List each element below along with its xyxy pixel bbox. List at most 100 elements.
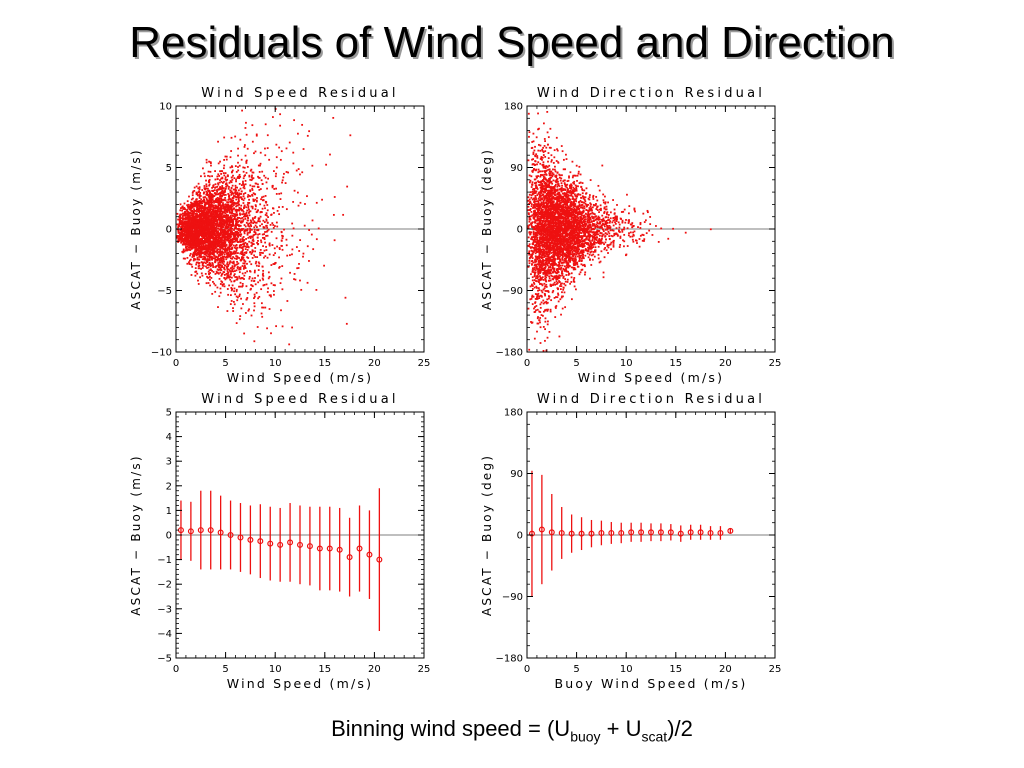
scatter-point — [229, 303, 232, 306]
scatter-point — [251, 205, 254, 208]
scatter-point — [242, 240, 245, 242]
scatter-point — [293, 119, 296, 122]
scatter-point — [200, 198, 203, 201]
scatter-point — [224, 230, 227, 232]
scatter-point — [218, 261, 221, 264]
scatter-point — [230, 276, 233, 279]
scatter-point — [208, 205, 211, 208]
scatter-point — [237, 266, 239, 268]
scatter-point — [216, 193, 219, 196]
scatter-point — [206, 218, 208, 221]
scatter-point — [202, 196, 205, 199]
scatter-point — [243, 332, 246, 335]
scatter-point — [231, 223, 234, 226]
scatter-point — [224, 189, 226, 192]
scatter-point — [216, 272, 218, 274]
scatter-point — [247, 205, 250, 208]
scatter-point — [241, 282, 244, 285]
scatter-point — [589, 202, 592, 205]
scatter-point — [189, 227, 192, 230]
scatter-point — [206, 248, 209, 251]
scatter-point — [239, 244, 242, 247]
scatter-point — [292, 227, 295, 230]
scatter-point — [245, 206, 248, 209]
scatter-point — [580, 263, 583, 266]
scatter-point — [239, 281, 242, 284]
scatter-point — [224, 256, 227, 259]
scatter-point — [191, 216, 193, 219]
scatter-point — [253, 271, 256, 274]
scatter-point — [230, 216, 233, 219]
scatter-point — [211, 175, 213, 178]
scatter-point — [212, 204, 215, 207]
scatter-point — [240, 207, 242, 210]
scatter-point — [600, 225, 603, 228]
scatter-point — [218, 219, 221, 222]
scatter-point — [276, 209, 279, 212]
scatter-point — [311, 164, 314, 167]
scatter-point — [225, 218, 228, 221]
scatter-point — [201, 251, 204, 254]
scatter-point — [212, 208, 215, 211]
scatter-point — [264, 231, 266, 233]
scatter-point — [231, 270, 234, 272]
scatter-point — [202, 167, 204, 170]
scatter-point — [212, 251, 215, 254]
scatter-point — [216, 178, 219, 181]
scatter-point — [222, 257, 224, 259]
scatter-point — [308, 260, 310, 262]
scatter-point — [587, 256, 590, 259]
scatter-point — [194, 220, 197, 222]
scatter-point — [231, 266, 234, 269]
scatter-point — [259, 211, 262, 214]
scatter-point — [185, 220, 188, 223]
scatter-point — [263, 226, 266, 229]
scatter-point — [194, 274, 197, 277]
scatter-point — [219, 217, 222, 219]
scatter-point — [253, 152, 255, 155]
scatter-point — [203, 219, 206, 222]
scatter-point — [567, 201, 570, 203]
scatter-point — [231, 265, 234, 268]
scatter-point — [193, 227, 196, 230]
scatter-point — [233, 240, 236, 243]
scatter-point — [225, 179, 228, 182]
scatter-point — [181, 225, 183, 228]
scatter-point — [281, 206, 284, 208]
scatter-point — [232, 220, 235, 223]
scatter-point — [291, 234, 294, 237]
scatter-point — [219, 215, 221, 218]
scatter-point — [225, 182, 228, 185]
scatter-point — [236, 267, 239, 270]
scatter-point — [243, 274, 246, 277]
scatter-point — [265, 283, 268, 286]
scatter-point — [551, 275, 554, 278]
scatter-point — [192, 225, 195, 228]
scatter-point — [263, 249, 266, 252]
scatter-point — [269, 223, 272, 226]
scatter-point — [205, 161, 208, 164]
scatter-point — [235, 322, 238, 324]
scatter-point — [239, 266, 242, 269]
scatter-point — [205, 265, 207, 268]
scatter-point — [215, 229, 218, 231]
scatter-point — [241, 213, 244, 216]
scatter-point — [209, 226, 212, 229]
scatter-point — [230, 226, 233, 228]
scatter-point — [256, 229, 259, 232]
scatter-point — [236, 204, 239, 207]
scatter-point — [196, 208, 199, 211]
scatter-point — [317, 227, 320, 230]
scatter-point — [218, 223, 221, 226]
scatter-point — [544, 290, 547, 292]
scatter-point — [207, 239, 210, 242]
scatter-point — [206, 251, 209, 254]
scatter-point — [246, 233, 249, 236]
scatter-point — [202, 192, 205, 195]
scatter-point — [196, 253, 198, 256]
y-tick-label: 0 — [166, 225, 172, 236]
scatter-point — [229, 166, 232, 169]
scatter-point — [235, 250, 237, 253]
scatter-point — [221, 218, 223, 221]
scatter-point — [534, 252, 537, 255]
